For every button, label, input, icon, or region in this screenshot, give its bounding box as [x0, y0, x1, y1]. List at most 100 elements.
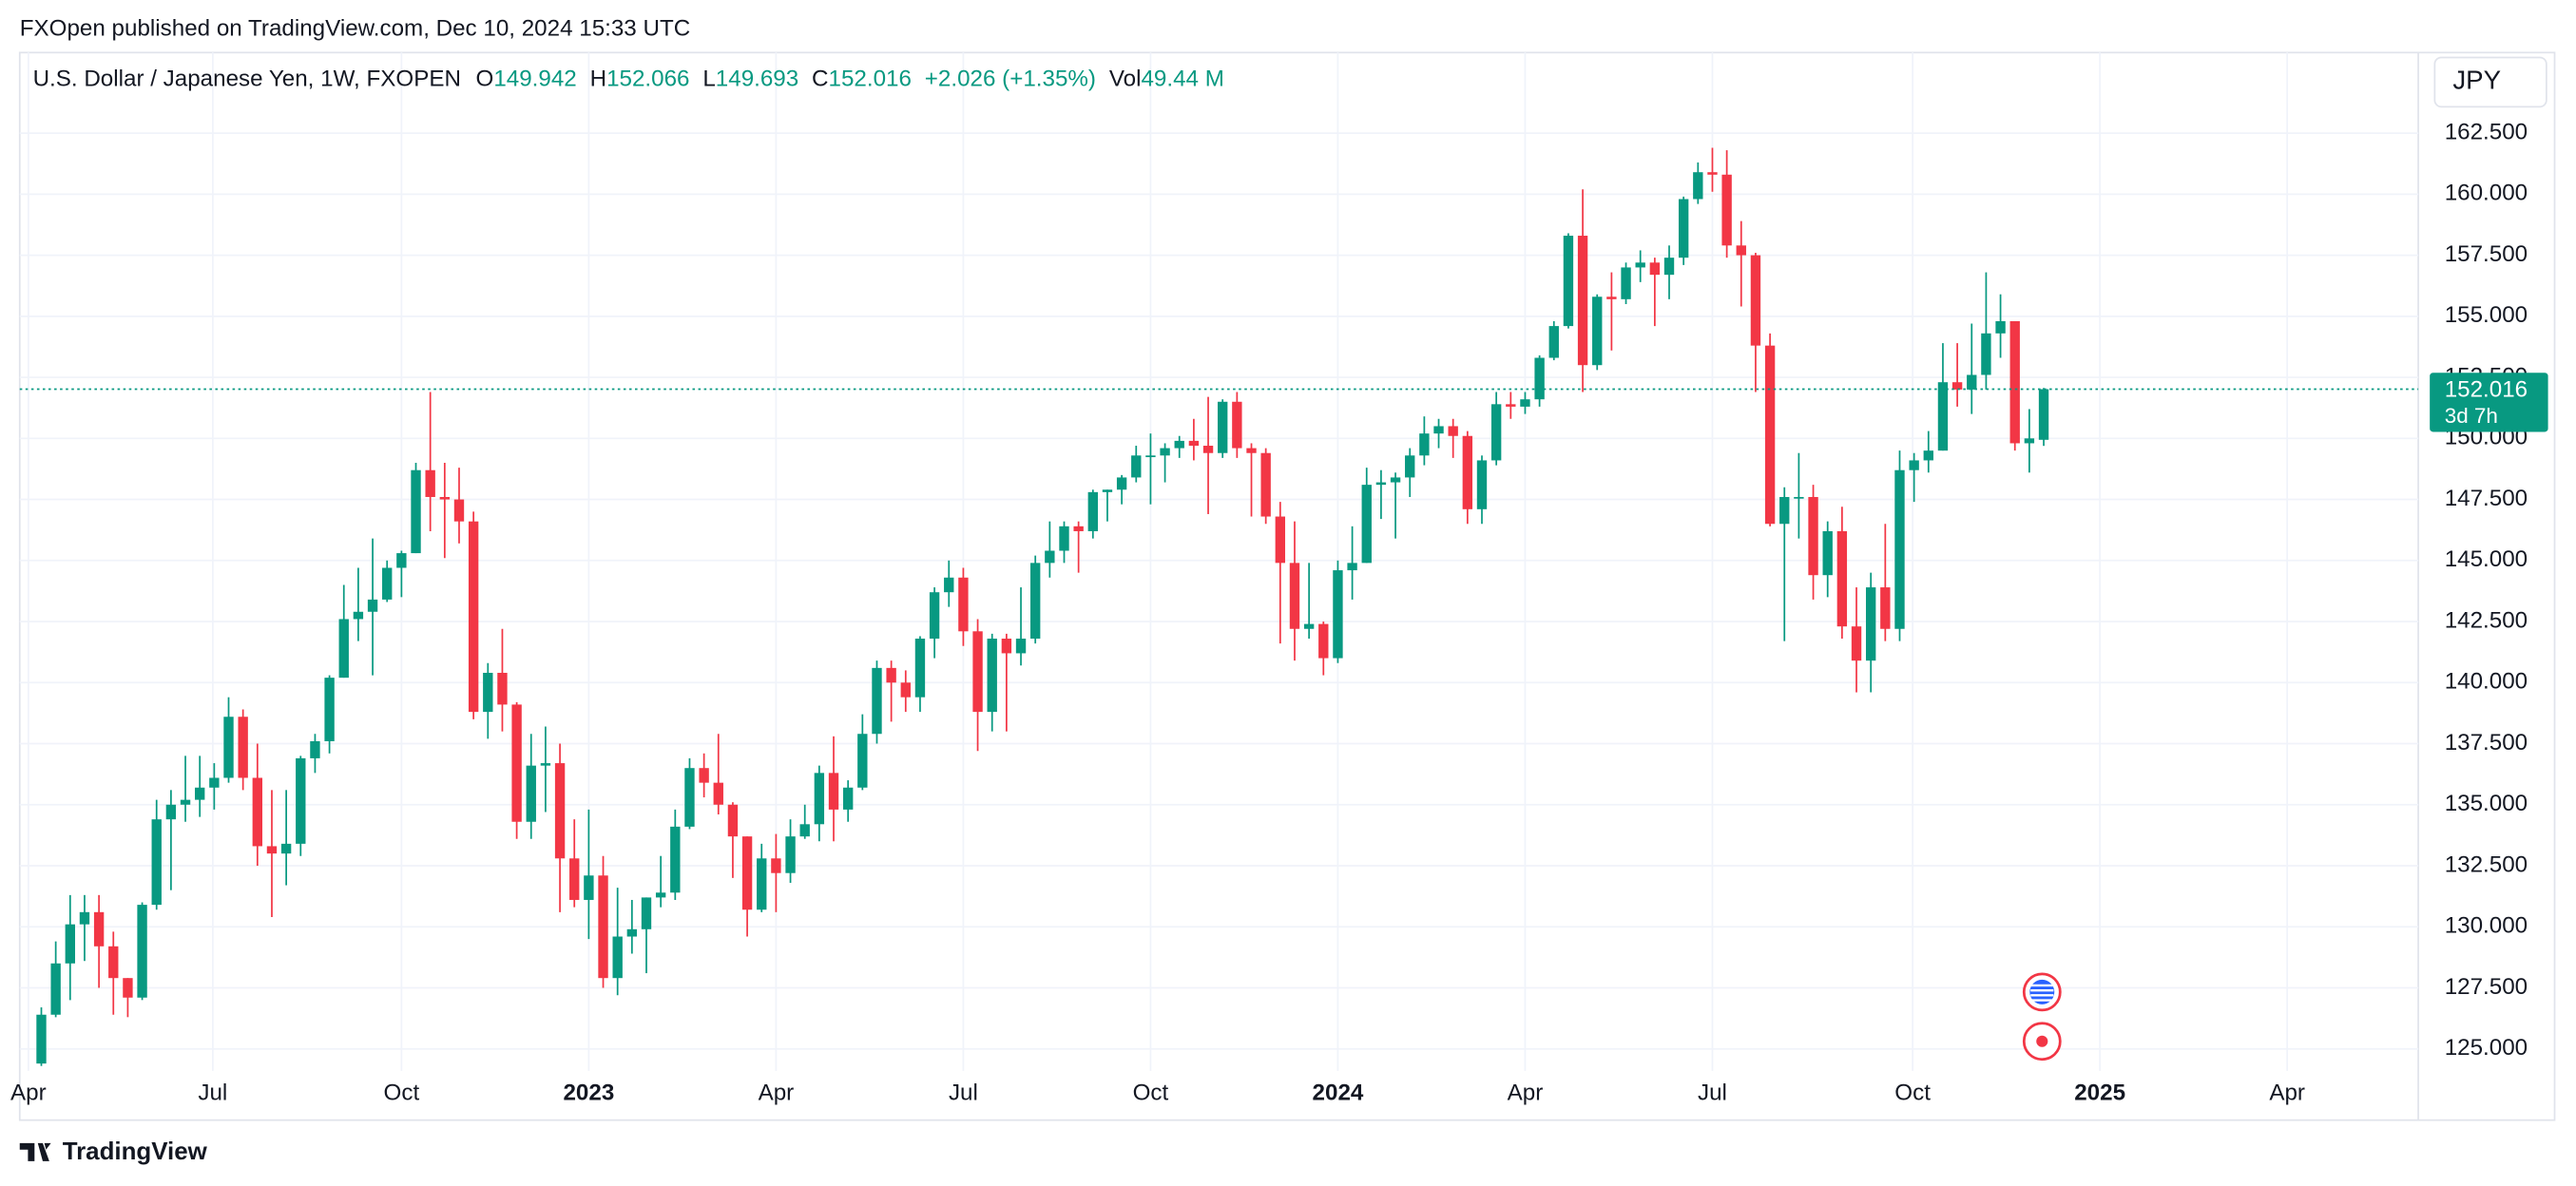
candle-body	[1333, 570, 1343, 659]
candle-body	[1476, 460, 1488, 509]
y-tick-label: 125.000	[2445, 1035, 2528, 1061]
candle-body	[929, 592, 940, 640]
candle-body	[1951, 382, 1963, 390]
candle-body	[1865, 587, 1876, 661]
candle-body	[626, 928, 638, 937]
candles	[19, 147, 2419, 1066]
candle-body	[1015, 639, 1027, 654]
candle-body	[439, 496, 451, 500]
x-tick-label: Oct	[1133, 1080, 1169, 1105]
candle-body	[1794, 496, 1804, 499]
candle-body	[1001, 639, 1012, 654]
candle-body	[396, 553, 407, 568]
candle-body	[699, 768, 709, 783]
candle-body	[1462, 435, 1473, 509]
candle-body	[1520, 399, 1530, 407]
candle-body	[526, 765, 536, 822]
candle-body	[1693, 172, 1703, 200]
y-tick-label: 130.000	[2445, 913, 2528, 939]
y-tick-label: 157.500	[2445, 241, 2528, 267]
candle-body	[1289, 563, 1300, 629]
candle-body	[886, 667, 896, 683]
candle-body	[411, 469, 421, 554]
candle-body	[1621, 267, 1631, 299]
candle-body	[1981, 333, 1991, 375]
last-price-tag	[2430, 373, 2548, 432]
candle-body	[1678, 199, 1689, 258]
ohlc-label: C	[812, 67, 828, 92]
candle-body	[1232, 401, 1242, 449]
event-icon[interactable]	[2022, 1022, 2062, 1062]
open-value: 149.942	[493, 67, 576, 92]
candle-body	[1880, 587, 1891, 629]
candle-body	[1174, 440, 1184, 449]
low-value: 149.693	[716, 67, 798, 92]
volume-label: Vol	[1109, 67, 1142, 92]
candle-body	[1563, 236, 1574, 327]
candle-body	[2009, 320, 2020, 444]
y-tick-label: 135.000	[2445, 791, 2528, 816]
candle-body	[1937, 382, 1949, 451]
y-tick-label: 140.000	[2445, 669, 2528, 695]
y-tick-label: 142.500	[2445, 607, 2528, 633]
candle-body	[944, 577, 954, 593]
candle-body	[972, 631, 983, 713]
y-tick-label: 137.500	[2445, 730, 2528, 756]
y-tick-label: 127.500	[2445, 974, 2528, 1000]
candle-body	[1202, 446, 1214, 453]
candle-body	[382, 567, 393, 600]
high-value: 152.066	[606, 67, 689, 92]
event-icon[interactable]	[2022, 972, 2062, 1012]
candle-body	[684, 768, 695, 827]
close-value: 152.016	[829, 67, 912, 92]
candle-body	[367, 599, 378, 612]
candle-body	[1390, 477, 1401, 483]
candle-body	[1779, 496, 1790, 525]
candle-body	[1433, 426, 1444, 434]
candle-body	[1419, 433, 1430, 456]
y-tick-label: 155.000	[2445, 302, 2528, 328]
currency[interactable]: JPY	[2452, 66, 2501, 95]
x-tick-label: Jul	[198, 1080, 227, 1105]
candle-body	[497, 672, 508, 705]
candle-body	[137, 905, 147, 998]
x-tick-label: Jul	[1698, 1080, 1727, 1105]
candle-body	[1736, 245, 1746, 256]
ohlc-label: L	[702, 67, 715, 92]
volume-value: 49.44 M	[1141, 67, 1223, 92]
candle-body	[108, 946, 119, 979]
candle-body	[828, 773, 839, 810]
candle-body	[1375, 482, 1387, 486]
last-price-label: 152.016	[2445, 377, 2528, 403]
candle-body	[1635, 262, 1645, 268]
y-tick-label: 160.000	[2445, 181, 2528, 206]
candle-body	[1102, 489, 1113, 492]
candle-body	[425, 469, 435, 497]
chart-frame	[18, 51, 2556, 1121]
candle-body	[612, 936, 623, 979]
candle-body	[1218, 401, 1228, 453]
candle-body	[1131, 455, 1142, 478]
candle-body	[1577, 236, 1588, 366]
ohlc-label: H	[590, 67, 606, 92]
candle-body	[554, 763, 566, 859]
candle-body	[1059, 526, 1069, 551]
candle-body	[1851, 626, 1862, 661]
candle-body	[195, 787, 205, 800]
change: +2.026 (+1.35%)	[925, 67, 1096, 92]
candle-body	[1045, 550, 1055, 564]
candle-body	[36, 1014, 47, 1064]
candle-body	[1649, 262, 1661, 276]
candle-body	[324, 678, 335, 741]
candle-body	[1361, 485, 1372, 564]
candle-body	[2038, 389, 2049, 440]
candle-body	[79, 911, 90, 925]
flag-stripes	[2030, 984, 2054, 1002]
y-tick-label: 145.000	[2445, 546, 2528, 572]
event-dot	[2036, 1035, 2048, 1047]
candle-body	[1405, 455, 1415, 478]
currency-button[interactable]	[2433, 56, 2547, 108]
candle-body	[1967, 374, 1977, 390]
candle-body	[1030, 563, 1041, 640]
candle-body	[584, 875, 594, 900]
